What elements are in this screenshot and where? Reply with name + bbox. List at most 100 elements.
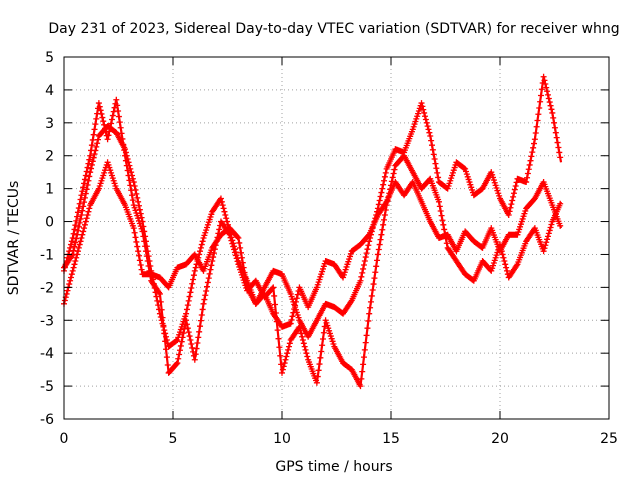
data-point (163, 346, 170, 353)
data-point (422, 113, 429, 120)
data-point (364, 325, 371, 332)
data-point (94, 140, 101, 147)
data-point (418, 100, 425, 107)
data-point (192, 264, 199, 271)
data-point (128, 169, 135, 176)
data-point (79, 207, 86, 214)
data-point (502, 261, 509, 268)
data-point (64, 287, 71, 294)
data-point (188, 285, 195, 292)
data-point (64, 254, 71, 261)
y-tick-label: -3 (40, 313, 54, 329)
data-point (132, 234, 139, 241)
data-point (367, 304, 374, 311)
data-point (129, 197, 136, 204)
data-point (511, 186, 518, 193)
data-point (91, 151, 98, 158)
data-point (175, 355, 182, 362)
data-point (157, 298, 164, 305)
data-point (377, 236, 384, 243)
data-point (288, 316, 295, 323)
data-point (66, 281, 73, 288)
data-point (207, 266, 214, 273)
data-point (294, 291, 301, 298)
data-point (229, 240, 236, 247)
data-point (357, 383, 364, 390)
data-point (239, 259, 246, 266)
data-point (164, 362, 171, 369)
data-point (381, 216, 388, 223)
data-point (126, 177, 133, 184)
x-axis-label: GPS time / hours (275, 459, 392, 475)
data-point (313, 379, 320, 386)
data-point (125, 172, 132, 179)
x-tick-label: 25 (600, 431, 618, 447)
data-point (529, 149, 536, 156)
data-point (127, 182, 134, 189)
data-point (77, 238, 84, 245)
data-point (360, 265, 367, 272)
data-point (541, 245, 548, 252)
data-point (205, 275, 212, 282)
data-point (67, 244, 74, 251)
data-point (120, 141, 127, 148)
data-point (136, 257, 143, 264)
data-point (134, 243, 141, 250)
data-point (292, 302, 299, 309)
data-point (135, 248, 142, 255)
data-point (537, 98, 544, 105)
data-point (234, 258, 241, 265)
data-point (540, 248, 547, 255)
data-point (542, 242, 549, 249)
data-point (507, 204, 514, 211)
x-tick-label: 20 (491, 431, 509, 447)
data-point (549, 109, 556, 116)
data-point (303, 350, 310, 357)
data-point (108, 116, 115, 123)
data-point (197, 317, 204, 324)
x-tick-label: 15 (382, 431, 400, 447)
data-point (86, 173, 93, 180)
data-point (302, 346, 309, 353)
data-point (543, 239, 550, 246)
data-point (284, 350, 291, 357)
data-point (366, 238, 373, 245)
data-point (433, 165, 440, 172)
data-point (513, 262, 520, 269)
data-point (203, 287, 210, 294)
data-point (362, 339, 369, 346)
data-point (138, 214, 145, 221)
data-point (192, 351, 199, 358)
data-point (285, 343, 292, 350)
data-point (61, 297, 68, 304)
data-point (90, 131, 97, 138)
data-point (501, 258, 508, 265)
data-point (71, 261, 78, 268)
data-point (72, 239, 79, 246)
data-point (97, 107, 104, 114)
data-point (544, 233, 551, 240)
data-point (279, 366, 286, 373)
data-point (160, 322, 167, 329)
data-point (440, 221, 447, 228)
data-point (378, 231, 385, 238)
data-point (161, 330, 168, 337)
data-point (84, 164, 91, 171)
data-point (422, 116, 429, 123)
data-point (197, 244, 204, 251)
data-point (178, 338, 185, 345)
data-point (233, 255, 240, 262)
data-point (204, 283, 211, 290)
data-point (91, 126, 98, 133)
data-point (317, 354, 324, 361)
data-point (206, 270, 213, 277)
data-point (121, 147, 128, 154)
data-point (376, 197, 383, 204)
data-point (369, 286, 376, 293)
data-point (525, 166, 532, 173)
data-point (296, 323, 303, 330)
data-point (550, 114, 557, 121)
data-point (437, 208, 444, 215)
data-point (499, 251, 506, 258)
data-point (242, 274, 249, 281)
